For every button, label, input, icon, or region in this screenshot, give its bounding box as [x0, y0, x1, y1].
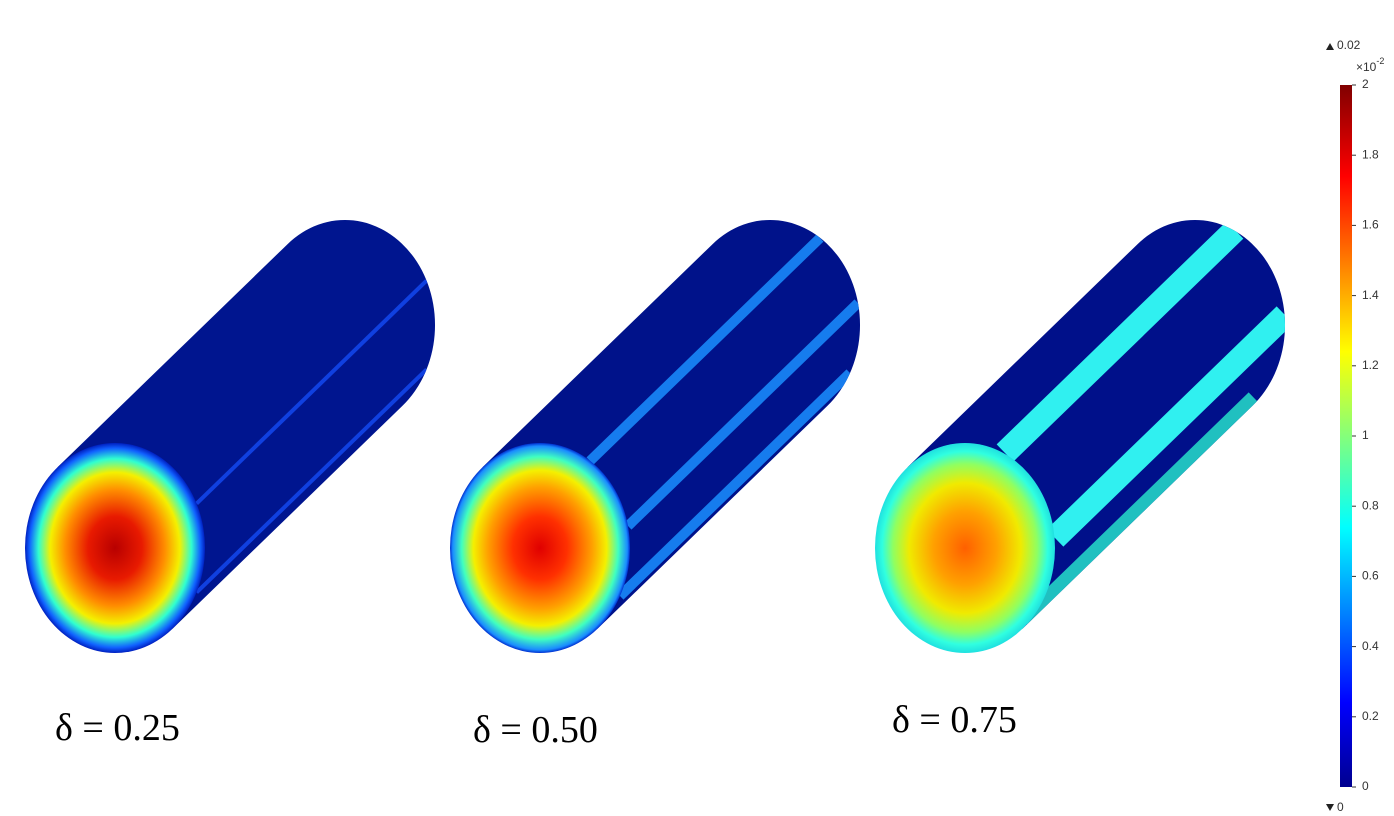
panel-label: δ = 0.50: [473, 709, 598, 751]
cylinder: [875, 220, 1285, 653]
tick-label: 1.8: [1362, 147, 1379, 161]
tick-label: 0.6: [1362, 569, 1379, 583]
tick-label: 1: [1362, 428, 1369, 442]
cylinder: [25, 220, 435, 653]
tick-label: 1.2: [1362, 358, 1379, 372]
figure: δ = 0.25 δ = 0.50 δ = 0.75 0.02 ×10-2 0 …: [0, 0, 1394, 816]
colorbar-max: 0.02: [1337, 38, 1361, 52]
tick-label: 0.4: [1362, 639, 1379, 653]
tick-label: 2: [1362, 77, 1369, 91]
colorbar-min: 0: [1337, 800, 1344, 814]
tick-label: 0.2: [1362, 709, 1379, 723]
tick-label: 0.8: [1362, 498, 1379, 512]
tick-label: 0: [1362, 779, 1369, 793]
panel-label: δ = 0.75: [892, 699, 1017, 741]
colorbar: [1340, 85, 1352, 787]
colorbar-multiplier: ×10-2: [1356, 56, 1384, 74]
cylinder: [450, 220, 860, 653]
tick-label: 1.6: [1362, 218, 1379, 232]
panel-label: δ = 0.25: [55, 707, 180, 749]
tick-label: 1.4: [1362, 288, 1379, 302]
